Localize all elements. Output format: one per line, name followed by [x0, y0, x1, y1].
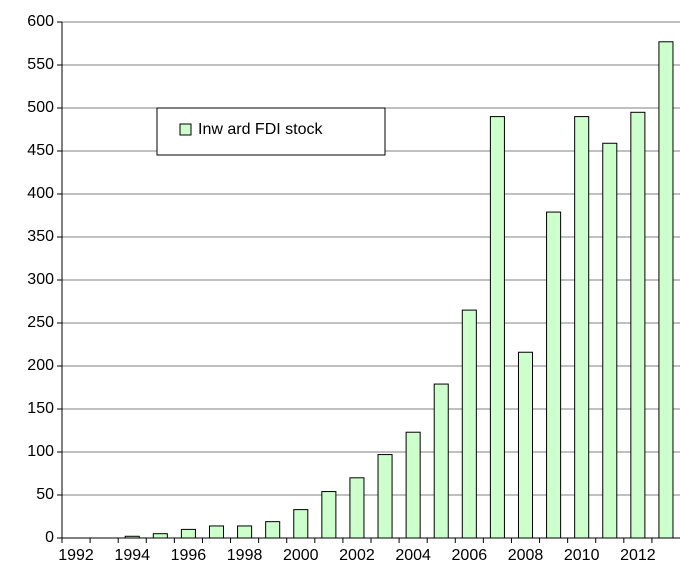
- y-tick-label: 250: [27, 314, 54, 331]
- legend-swatch: [179, 123, 192, 136]
- y-tick-label: 0: [45, 529, 54, 546]
- y-tick-label: 500: [27, 99, 54, 116]
- legend-box: [156, 107, 386, 156]
- bar: [602, 142, 618, 539]
- bar: [461, 309, 477, 539]
- x-tick-label: 1998: [227, 547, 263, 564]
- bar: [517, 351, 534, 539]
- x-tick-label: 1996: [171, 547, 207, 564]
- bar: [377, 454, 393, 539]
- y-tick-label: 150: [27, 400, 54, 417]
- y-tick-label: 550: [27, 56, 54, 73]
- bar: [546, 211, 562, 539]
- y-tick-label: 400: [27, 185, 54, 202]
- bar: [349, 477, 365, 539]
- bar: [489, 116, 505, 539]
- bar: [180, 528, 196, 539]
- bar: [433, 383, 449, 539]
- legend-label: Inw ard FDI stock: [198, 121, 323, 138]
- bar: [237, 525, 253, 539]
- bar: [208, 525, 225, 539]
- x-tick-label: 2010: [564, 547, 600, 564]
- y-tick-label: 50: [36, 486, 54, 503]
- x-tick-label: 2006: [452, 547, 488, 564]
- y-tick-label: 600: [27, 13, 54, 30]
- y-tick-label: 450: [27, 142, 54, 159]
- bar: [293, 509, 309, 539]
- x-tick-label: 2002: [339, 547, 375, 564]
- x-tick-label: 1992: [58, 547, 94, 564]
- y-tick-label: 300: [27, 271, 54, 288]
- bar: [658, 41, 674, 539]
- x-tick-label: 2004: [395, 547, 431, 564]
- x-tick-label: 2008: [508, 547, 544, 564]
- x-tick-label: 2000: [283, 547, 319, 564]
- y-tick-label: 350: [27, 228, 54, 245]
- x-tick-label: 1994: [114, 547, 150, 564]
- bar: [152, 533, 168, 539]
- y-tick-label: 100: [27, 443, 54, 460]
- x-tick-label: 2012: [620, 547, 656, 564]
- bar: [405, 431, 421, 539]
- bar: [321, 491, 337, 539]
- bar: [630, 111, 646, 539]
- y-tick-label: 200: [27, 357, 54, 374]
- bar: [265, 521, 281, 539]
- bar: [574, 116, 590, 539]
